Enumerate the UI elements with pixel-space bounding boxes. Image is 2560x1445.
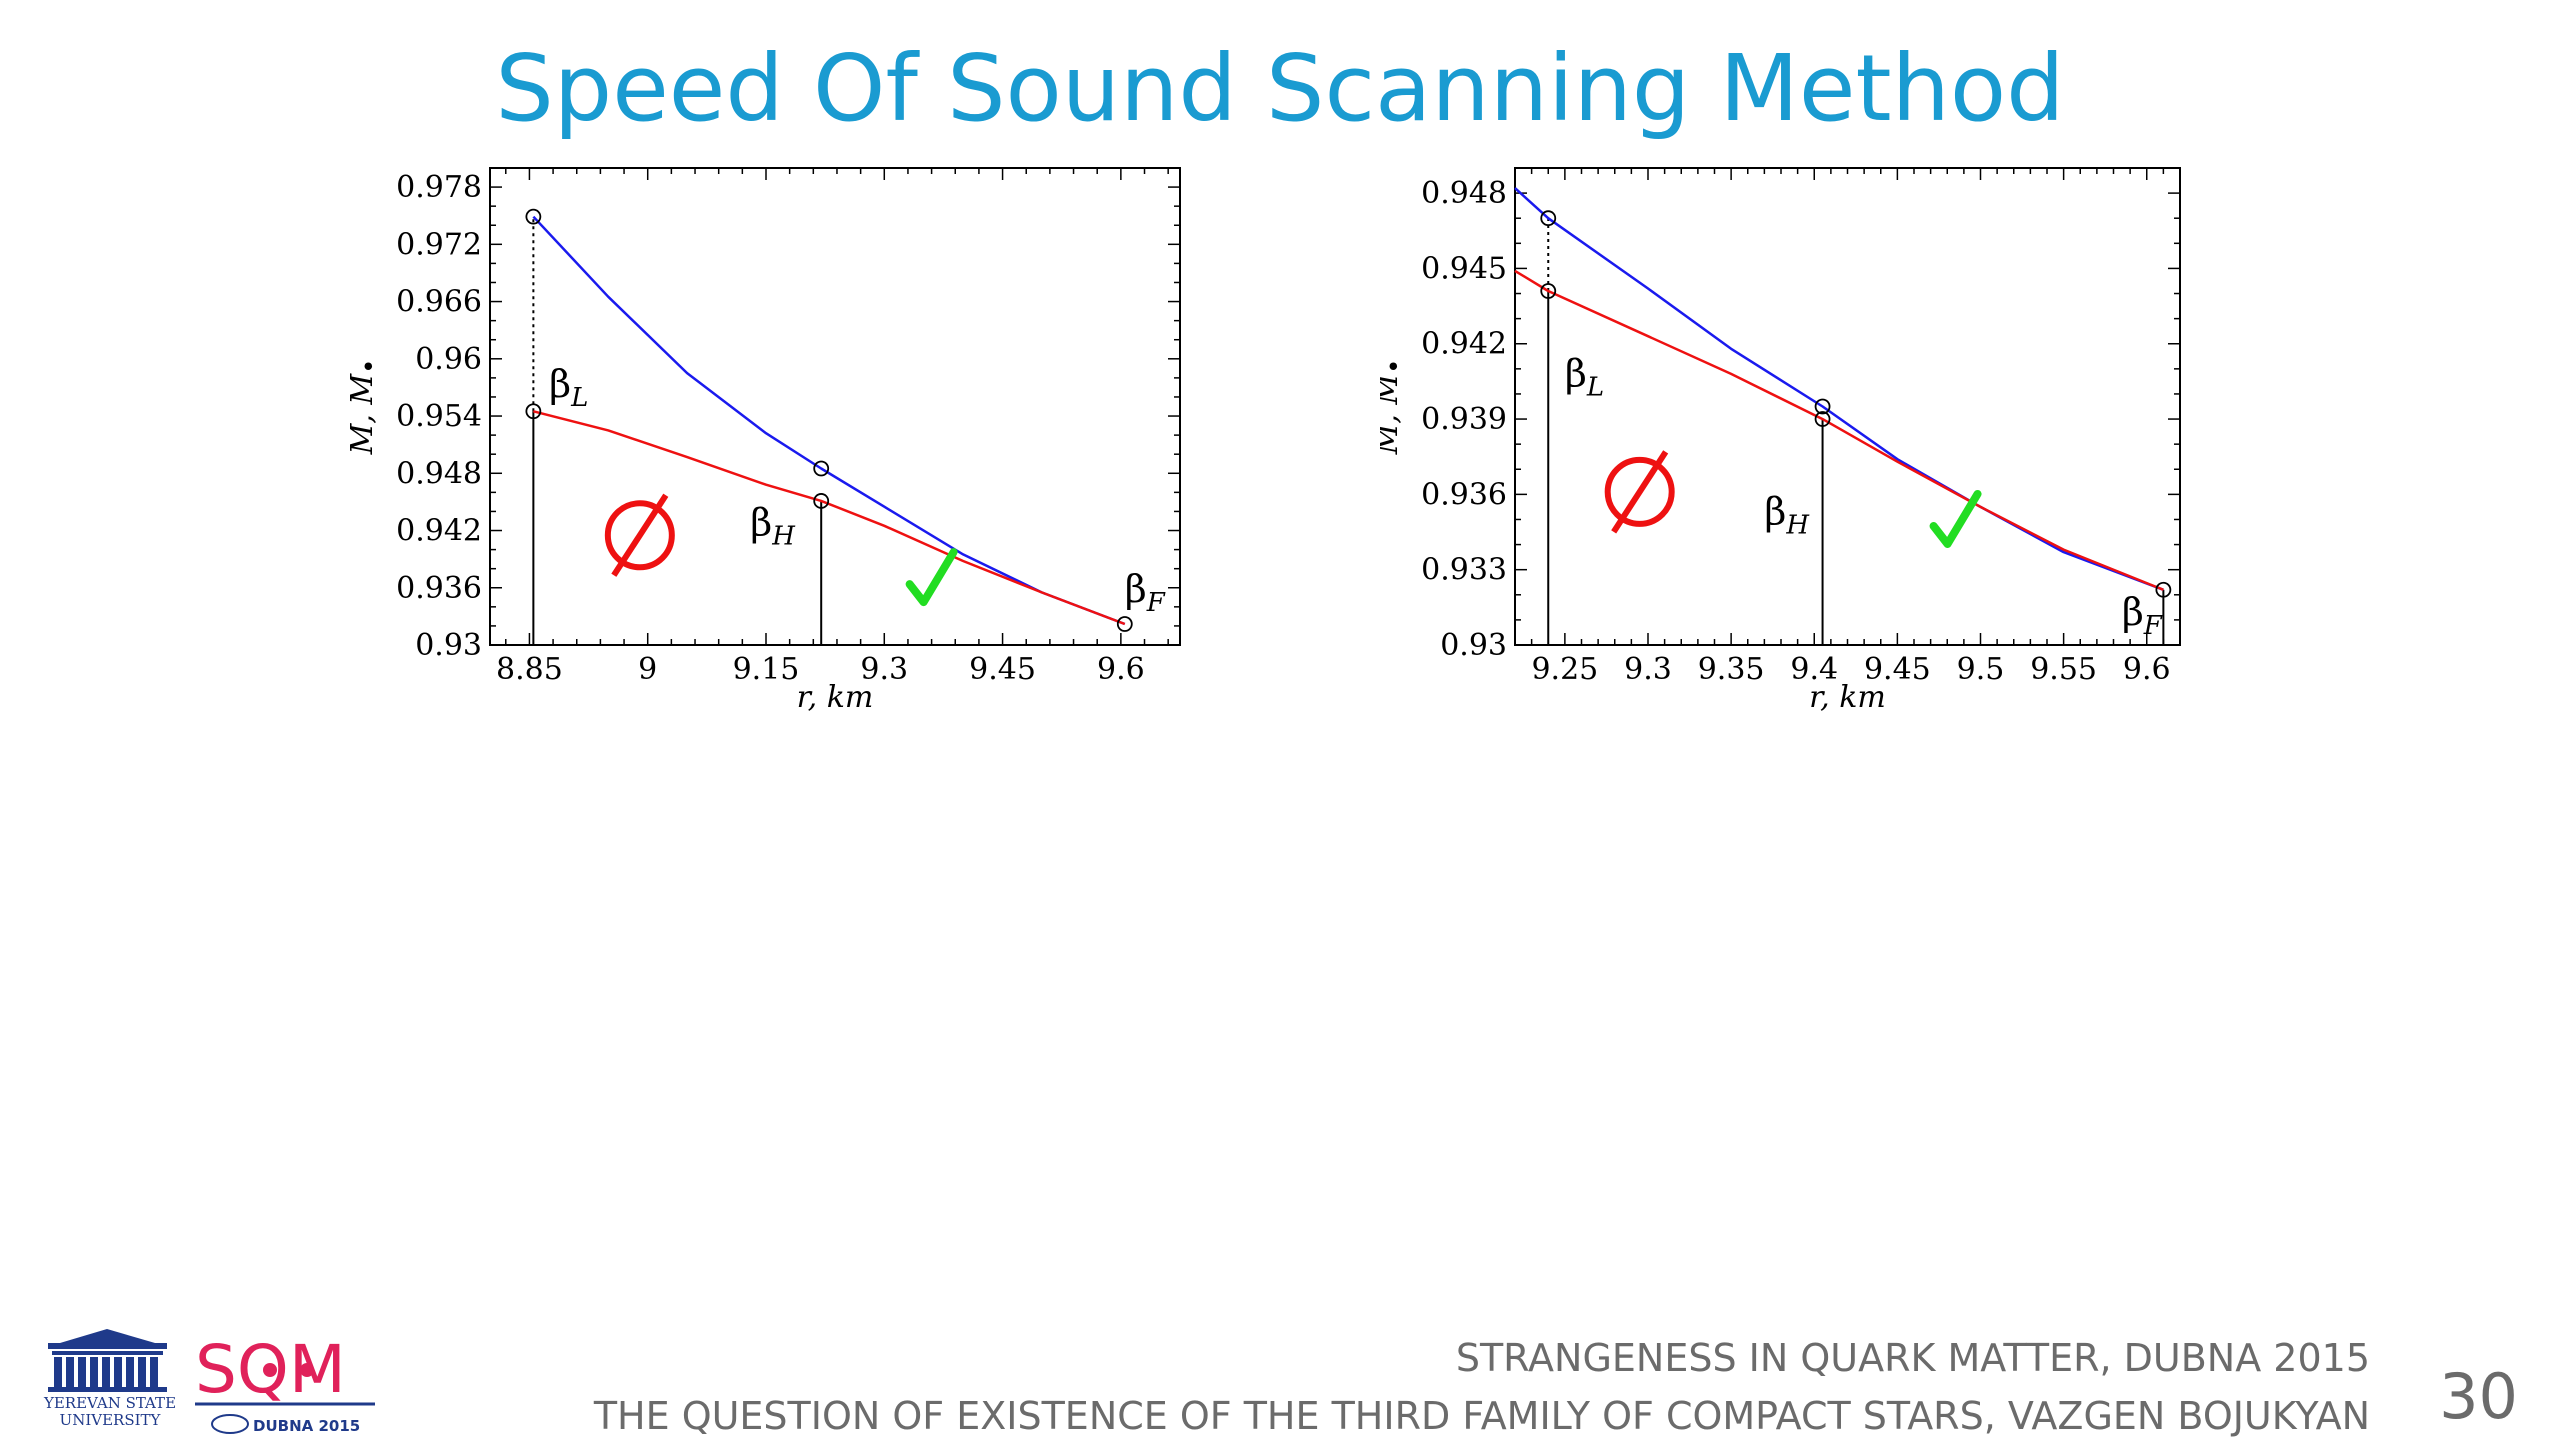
conference-logo-subtext: DUBNA 2015	[253, 1417, 360, 1435]
beta-label-h: βH	[1764, 489, 1810, 540]
x-tick-label: 9.35	[1698, 652, 1765, 687]
footer-talk-title: THE QUESTION OF EXISTENCE OF THE THIRD F…	[593, 1394, 2370, 1438]
university-name-line2: UNIVERSITY	[59, 1411, 161, 1429]
data-point-marker	[2155, 581, 2172, 598]
empty-set-icon	[1604, 450, 1675, 534]
x-tick-label: 9.3	[860, 652, 908, 687]
y-tick-label: 0.936	[1421, 477, 1507, 512]
beta-subscript: L	[1586, 372, 1604, 402]
y-axis-label: M, M•	[345, 359, 385, 456]
data-point-marker	[525, 208, 542, 225]
y-tick-label: 0.933	[1421, 553, 1507, 588]
data-point-marker	[1540, 283, 1557, 299]
empty-set-circle	[1604, 456, 1675, 527]
check-mark-icon	[905, 548, 958, 607]
x-tick-label: 8.85	[496, 652, 563, 687]
footer-conference: STRANGENESS IN QUARK MATTER, DUBNA 2015	[1455, 1336, 2370, 1380]
x-axis-label: r, km	[1809, 680, 1886, 715]
x-tick-label: 9.3	[1624, 652, 1672, 687]
beta-label-h: βH	[750, 500, 796, 551]
y-tick-label: 0.966	[396, 285, 482, 320]
beta-subscript: H	[771, 521, 796, 551]
y-tick-label: 0.939	[1421, 402, 1507, 437]
beta-label-l: βL	[1565, 351, 1604, 402]
y-axis-label-subscript: •	[355, 359, 385, 374]
y-tick-label: 0.948	[1421, 176, 1507, 211]
check-mark-icon	[1929, 489, 1982, 548]
beta-label-f: βF	[1125, 567, 1166, 618]
y-tick-label: 0.93	[415, 628, 482, 663]
beta-label-f: βF	[2122, 590, 2163, 641]
y-tick-label: 0.93	[1440, 628, 1507, 663]
y-tick-label: 0.936	[396, 571, 482, 606]
empty-set-slash	[1611, 450, 1669, 534]
y-tick-label: 0.948	[396, 456, 482, 491]
red-series-line	[1514, 269, 2164, 591]
x-tick-label: 9.5	[1957, 652, 2005, 687]
data-point-marker	[1540, 210, 1557, 227]
data-point-marker	[525, 403, 542, 420]
beta-subscript: F	[2143, 611, 2163, 641]
x-tick-label: 9.6	[2123, 652, 2171, 687]
x-tick-label: 9	[638, 652, 657, 687]
chart-left: 8.85 9 9.15 9.3 9.45 9.6 0.93 0.936 0.942 0.948 0.…	[330, 160, 1200, 740]
empty-set-icon	[604, 493, 675, 577]
x-axis-label: r, km	[797, 680, 874, 715]
page-number: 30	[2439, 1360, 2518, 1433]
logo-dot-icon	[300, 1363, 314, 1377]
data-point-marker	[813, 493, 830, 509]
logo-dot-icon	[263, 1363, 277, 1377]
plot-frame	[1514, 167, 2181, 646]
conference-logo: SQM DUBNA 2015	[195, 1330, 395, 1440]
x-tick-label: 9.15	[733, 652, 800, 687]
x-tick-label: 9.6	[1097, 652, 1145, 687]
data-point-marker	[1814, 398, 1831, 415]
y-axis-label: M, M•	[1380, 359, 1410, 456]
y-tick-label: 0.954	[396, 399, 482, 434]
y-tick-label: 0.972	[396, 227, 482, 262]
university-building-icon	[48, 1329, 167, 1392]
blue-series-line	[532, 215, 1126, 626]
beta-subscript: F	[1146, 588, 1166, 618]
y-tick-label: 0.942	[1421, 327, 1507, 362]
empty-set-slash	[611, 493, 669, 577]
university-logo	[40, 1325, 175, 1420]
x-tick-label: 9.45	[969, 652, 1036, 687]
chart-right: 9.25 9.3 9.35 9.4 9.45 9.5 9.55 9.6 0.93 0.933 0.9…	[1380, 160, 2220, 740]
data-point-marker	[1814, 411, 1831, 427]
y-tick-label: 0.96	[415, 342, 482, 377]
x-tick-label: 9.55	[2030, 652, 2097, 687]
empty-set-circle	[604, 500, 675, 571]
chart-right-svg: 9.25 9.3 9.35 9.4 9.45 9.5 9.55 9.6 0.93 0.933 0.9…	[1380, 167, 2181, 715]
atom-icon	[211, 1414, 249, 1434]
x-tick-label: 9.4	[1790, 652, 1838, 687]
y-axis-label-subscript: •	[1380, 359, 1410, 374]
beta-subscript: L	[570, 383, 588, 413]
y-tick-label: 0.978	[396, 170, 482, 205]
plot-frame	[489, 167, 1181, 646]
data-point-marker	[1116, 616, 1133, 632]
x-tick-label: 9.45	[1864, 652, 1931, 687]
beta-label-l: βL	[549, 362, 588, 413]
chart-left-svg: 8.85 9 9.15 9.3 9.45 9.6 0.93 0.936 0.942 0.948 0.…	[345, 167, 1181, 715]
university-name-line1: YEREVAN STATE	[43, 1394, 177, 1412]
blue-series-line	[1514, 187, 2164, 591]
red-series-line	[533, 410, 1126, 626]
y-tick-label: 0.945	[1421, 251, 1507, 286]
y-tick-label: 0.942	[396, 514, 482, 549]
beta-subscript: H	[1785, 510, 1810, 540]
slide-title: Speed Of Sound Scanning Method	[495, 35, 2065, 142]
x-tick-label: 9.25	[1531, 652, 1598, 687]
data-point-marker	[813, 460, 830, 477]
